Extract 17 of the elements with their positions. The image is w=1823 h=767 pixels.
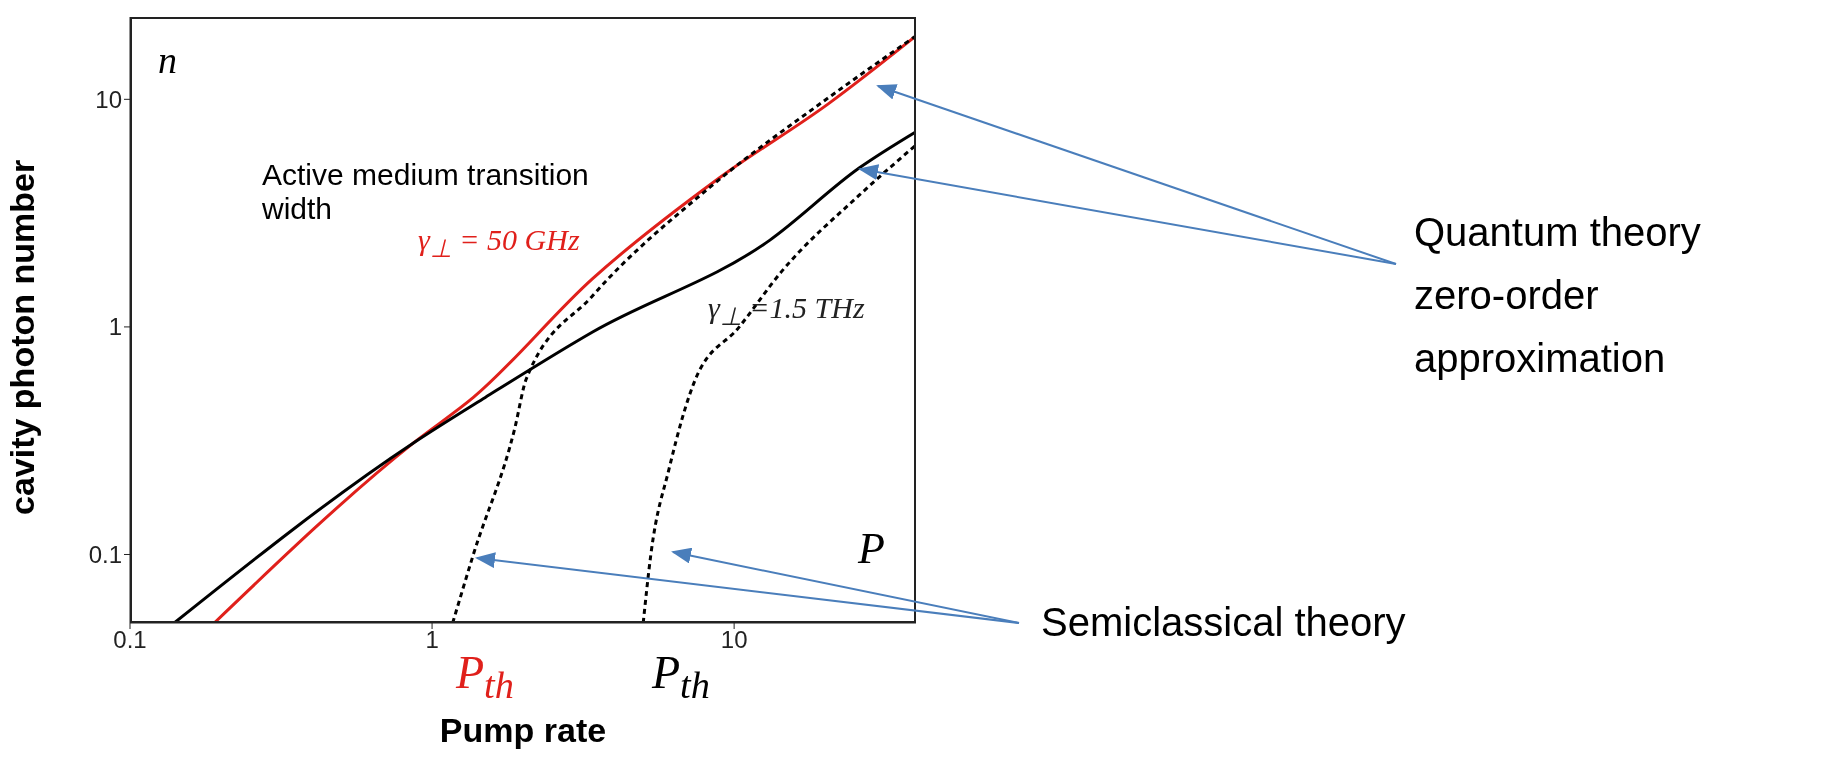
text: P$_{th}$: [652, 646, 710, 708]
annotation: P: [858, 523, 885, 574]
y-tick-label: 1: [108, 313, 122, 341]
text: P$_{th}$: [456, 646, 514, 708]
y-tick-label: 10: [95, 85, 122, 113]
y-axis-title: cavity photon number: [3, 159, 42, 515]
x-tick-label: 0.1: [113, 626, 147, 654]
x-axis-title: Pump rate: [439, 711, 607, 749]
annotation: n: [158, 38, 177, 82]
annotation: Active medium transition width: [262, 158, 589, 225]
x-tick-label: 1: [425, 626, 439, 654]
y-tick-label: 0.1: [88, 541, 122, 569]
annotation: γ$_{⊥}$ =1.5 THz: [708, 291, 865, 331]
text: Quantum theory zero-order approximation: [1414, 209, 1702, 382]
x-tick-label: 10: [720, 626, 748, 654]
text: Semiclassical theory: [1041, 600, 1406, 645]
annotation: γ$_{⊥}$ = 50 GHz: [418, 223, 580, 263]
